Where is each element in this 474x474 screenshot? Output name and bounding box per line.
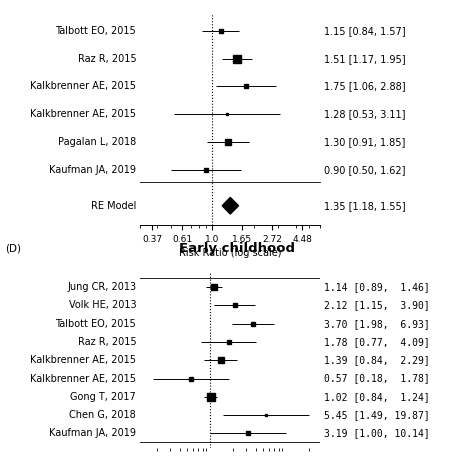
Text: 1.28 [0.53, 3.11]: 1.28 [0.53, 3.11] (324, 109, 405, 119)
Text: 0.57 [0.18,  1.78]: 0.57 [0.18, 1.78] (324, 374, 429, 383)
Text: 1.15 [0.84, 1.57]: 1.15 [0.84, 1.57] (324, 26, 405, 36)
Text: 3.70 [1.98,  6.93]: 3.70 [1.98, 6.93] (324, 319, 429, 328)
Text: 1.30 [0.91, 1.85]: 1.30 [0.91, 1.85] (324, 137, 405, 147)
Text: Chen G, 2018: Chen G, 2018 (70, 410, 136, 420)
Text: 1.02 [0.84,  1.24]: 1.02 [0.84, 1.24] (324, 392, 429, 402)
Text: Talbott EO, 2015: Talbott EO, 2015 (55, 319, 136, 328)
Text: 3.19 [1.00, 10.14]: 3.19 [1.00, 10.14] (324, 428, 429, 438)
Text: Pagalan L, 2018: Pagalan L, 2018 (58, 137, 136, 147)
Text: Kalkbrenner AE, 2015: Kalkbrenner AE, 2015 (30, 355, 136, 365)
Text: Kalkbrenner AE, 2015: Kalkbrenner AE, 2015 (30, 82, 136, 91)
Text: Early childhood: Early childhood (179, 242, 295, 255)
Text: Raz R, 2015: Raz R, 2015 (78, 54, 136, 64)
Text: 1.14 [0.89,  1.46]: 1.14 [0.89, 1.46] (324, 282, 429, 292)
Polygon shape (222, 197, 238, 214)
Text: 1.75 [1.06, 2.88]: 1.75 [1.06, 2.88] (324, 82, 405, 91)
Text: Volk HE, 2013: Volk HE, 2013 (69, 301, 136, 310)
Text: Talbott EO, 2015: Talbott EO, 2015 (55, 26, 136, 36)
Text: (D): (D) (5, 244, 21, 254)
Text: Kaufman JA, 2019: Kaufman JA, 2019 (49, 428, 136, 438)
Text: Kalkbrenner AE, 2015: Kalkbrenner AE, 2015 (30, 374, 136, 383)
Text: 1.39 [0.84,  2.29]: 1.39 [0.84, 2.29] (324, 355, 429, 365)
Text: RE Model: RE Model (91, 201, 136, 211)
Text: 5.45 [1.49, 19.87]: 5.45 [1.49, 19.87] (324, 410, 429, 420)
Text: Raz R, 2015: Raz R, 2015 (78, 337, 136, 347)
Text: 0.90 [0.50, 1.62]: 0.90 [0.50, 1.62] (324, 164, 405, 174)
X-axis label: Risk Ratio (log scale): Risk Ratio (log scale) (179, 248, 281, 258)
Text: Kalkbrenner AE, 2015: Kalkbrenner AE, 2015 (30, 109, 136, 119)
Text: 1.51 [1.17, 1.95]: 1.51 [1.17, 1.95] (324, 54, 405, 64)
Text: Gong T, 2017: Gong T, 2017 (71, 392, 136, 402)
Text: 1.35 [1.18, 1.55]: 1.35 [1.18, 1.55] (324, 201, 405, 211)
Text: 2.12 [1.15,  3.90]: 2.12 [1.15, 3.90] (324, 301, 429, 310)
Text: Jung CR, 2013: Jung CR, 2013 (67, 282, 136, 292)
Text: Kaufman JA, 2019: Kaufman JA, 2019 (49, 164, 136, 174)
Text: 1.78 [0.77,  4.09]: 1.78 [0.77, 4.09] (324, 337, 429, 347)
